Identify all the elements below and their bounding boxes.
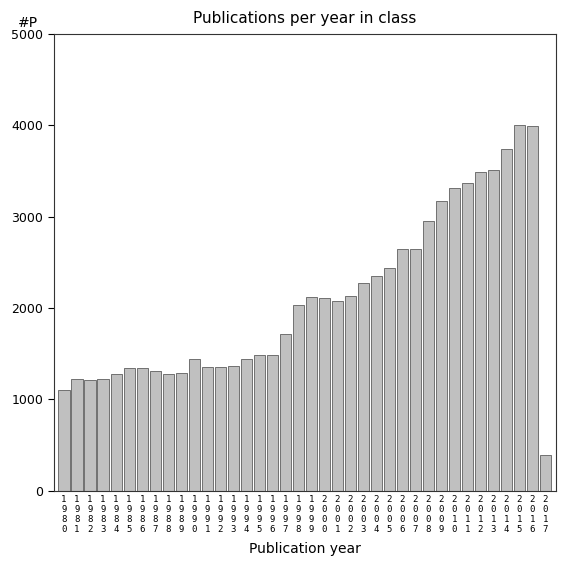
Bar (410, 249, 421, 490)
Bar (227, 366, 239, 490)
Bar (84, 380, 95, 490)
Bar (462, 183, 473, 490)
X-axis label: Publication year: Publication year (249, 542, 361, 556)
Bar (150, 371, 160, 490)
Bar (124, 369, 134, 490)
Bar (397, 249, 408, 490)
Bar (306, 297, 317, 490)
Bar (202, 367, 213, 490)
Text: #P: #P (18, 16, 39, 29)
Bar (371, 276, 382, 490)
Bar (137, 369, 147, 490)
Bar (501, 149, 512, 490)
Bar (111, 374, 121, 490)
Bar (163, 374, 174, 490)
Bar (384, 268, 395, 490)
Bar (527, 126, 538, 490)
Bar (214, 367, 226, 490)
Bar (71, 379, 83, 490)
Bar (293, 305, 304, 490)
Bar (189, 359, 200, 490)
Bar (436, 201, 447, 490)
Bar (345, 296, 356, 490)
Bar (266, 354, 278, 490)
Bar (475, 172, 486, 490)
Bar (98, 379, 108, 490)
Bar (449, 188, 460, 490)
Bar (253, 354, 265, 490)
Bar (514, 125, 525, 490)
Bar (358, 283, 369, 490)
Bar (240, 359, 252, 490)
Bar (423, 221, 434, 490)
Bar (280, 333, 291, 490)
Title: Publications per year in class: Publications per year in class (193, 11, 416, 26)
Bar (488, 170, 499, 490)
Bar (176, 373, 187, 490)
Bar (540, 455, 551, 490)
Bar (58, 390, 70, 490)
Bar (332, 301, 343, 490)
Bar (319, 298, 330, 490)
